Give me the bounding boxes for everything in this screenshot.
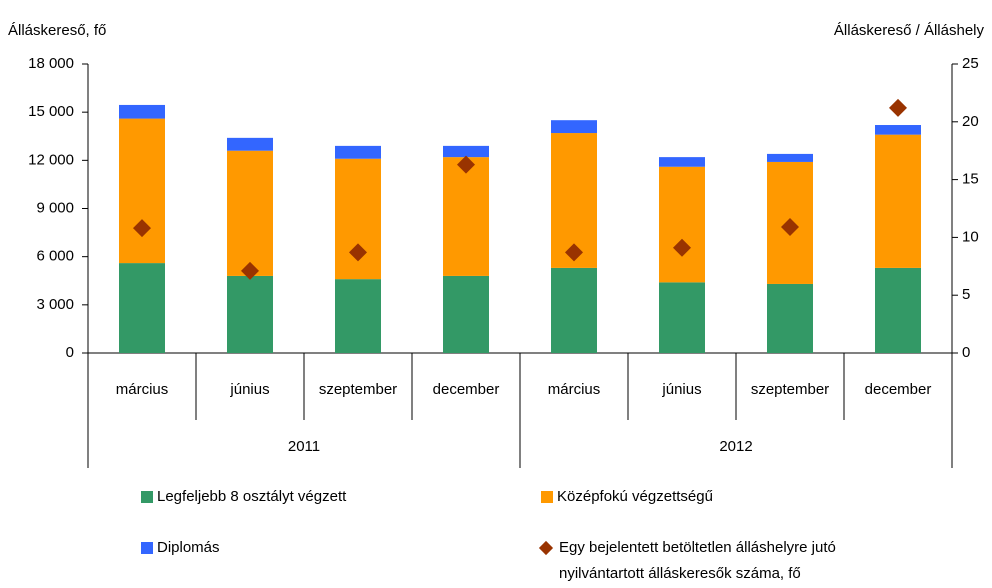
diamond-marker [565,243,583,262]
legend-label: Diplomás [157,539,220,556]
y2-tick-label: 0 [962,344,970,361]
x-group-label: 2011 [288,438,320,455]
y-axis-title: Álláskereső, fő [8,22,106,39]
diamond-marker [889,98,907,117]
y2-tick-label: 20 [962,113,979,130]
bar-segment [119,263,165,353]
legend-item: Középfokú végzettségű [541,484,901,510]
bar-segment [551,267,597,353]
bar-segment [659,157,705,167]
bar-segment [335,145,381,159]
x-tick-label: december [433,381,500,398]
bar-segment [443,275,489,353]
y-tick-label: 18 000 [28,55,74,72]
diamond-marker [349,243,367,262]
x-tick-label: szeptember [319,381,397,398]
y2-tick-label: 5 [962,286,970,303]
bar-segment [875,134,921,268]
legend-label: Legfeljebb 8 osztályt végzett [157,488,347,505]
bar-segment [119,118,165,264]
bar-segment [119,104,165,119]
legend-item: Egy bejelentett betöltetlen álláshelyre … [538,535,898,587]
x-tick-label: szeptember [751,381,829,398]
y-tick-label: 15 000 [28,103,74,120]
y2-tick-label: 15 [962,171,979,188]
legend-swatch [541,491,553,503]
bar-segment [227,275,273,353]
x-group-label: 2012 [719,438,752,455]
legend-swatch [141,542,153,554]
bar-segment [875,125,921,135]
bar-segment [875,267,921,353]
x-tick-label: március [548,381,601,398]
x-tick-label: december [865,381,932,398]
y-tick-label: 0 [66,344,74,361]
diamond-marker [781,217,799,236]
bar-segment [227,150,273,276]
legend-item: Diplomás [141,535,501,561]
bar-segment [443,157,489,276]
legend-item: Legfeljebb 8 osztályt végzett [141,484,501,510]
x-tick-label: június [229,381,269,398]
y-tick-label: 12 000 [28,151,74,168]
y-tick-label: 6 000 [36,248,74,265]
y2-axis-title: Álláskereső / Álláshely [834,22,985,39]
x-tick-label: június [661,381,701,398]
bar-segment [767,283,813,353]
bar-segment [551,120,597,134]
legend-label: Egy bejelentett betöltetlen álláshelyre … [559,539,836,582]
diamond-marker [133,219,151,238]
diamond-marker [673,238,691,257]
legend-swatch [538,540,554,556]
y2-tick-label: 10 [962,228,979,245]
legend-label: Középfokú végzettségű [557,488,713,505]
bar-segment [659,166,705,283]
bar-segment [443,145,489,158]
y-tick-label: 3 000 [36,296,74,313]
bar-segment [659,282,705,353]
bar-segment [767,153,813,162]
y2-tick-label: 25 [962,55,979,72]
diamond-marker [241,261,259,280]
bar-segment [335,279,381,353]
bar-segment [227,137,273,151]
x-tick-label: március [116,381,169,398]
diamond-marker [457,155,475,174]
y-tick-label: 9 000 [36,199,74,216]
legend-swatch [141,491,153,503]
